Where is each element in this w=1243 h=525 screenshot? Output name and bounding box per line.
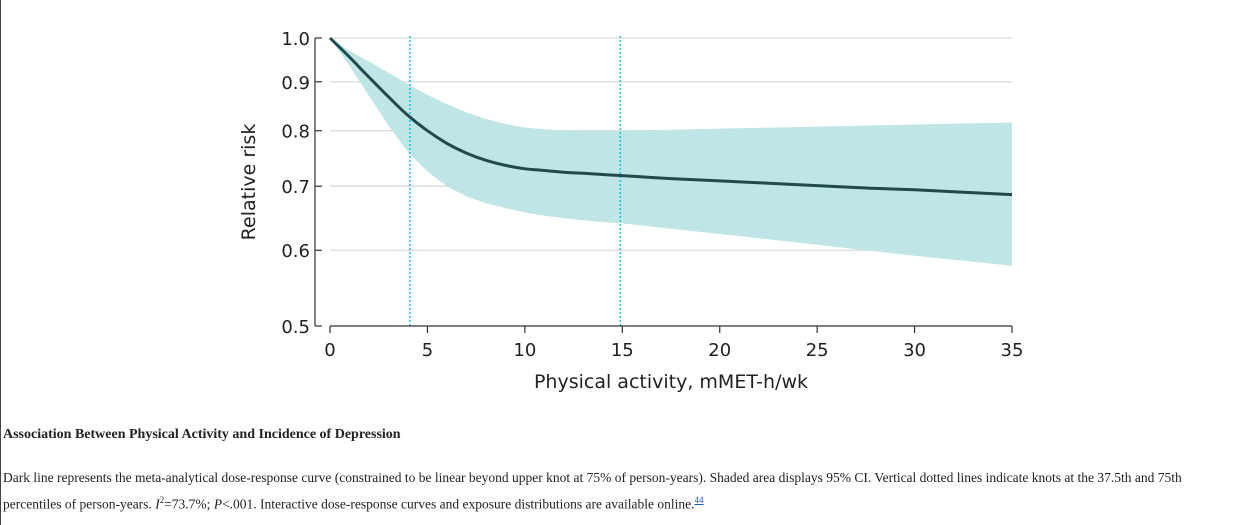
left-border <box>0 0 1 525</box>
x-tick-label-7: 35 <box>1001 340 1024 361</box>
x-tick-label-4: 20 <box>708 340 731 361</box>
knot-lines <box>409 36 622 326</box>
figure-caption-title: Association Between Physical Activity an… <box>3 427 401 442</box>
dose-response-line <box>328 36 1013 197</box>
axes <box>314 38 1012 327</box>
i2-superscript: 2 <box>159 495 165 505</box>
i2-symbol: I <box>155 496 160 512</box>
y-tick-label-1: 0.6 <box>281 241 310 262</box>
y-tick-label-4: 0.9 <box>281 73 310 94</box>
p-symbol: P <box>213 496 223 512</box>
x-tick-label-3: 15 <box>611 340 634 361</box>
y-axis-ticks: 0.5 0.6 0.7 0.8 0.9 1.0 <box>281 29 322 338</box>
x-tick-label-1: 5 <box>422 340 433 361</box>
x-axis-ticks: 0 5 10 15 20 25 30 35 <box>324 326 1023 361</box>
y-tick-label-5: 1.0 <box>281 29 310 50</box>
y-tick-label-3: 0.8 <box>281 122 310 143</box>
dose-response-chart: 0 5 10 15 20 25 30 35 0.5 0.6 0.7 0.8 0.9 1.0 Physic… <box>238 29 1023 393</box>
x-tick-label-6: 30 <box>903 340 926 361</box>
reference-link[interactable]: 44 <box>694 495 704 505</box>
y-axis-label: Relative risk <box>238 124 260 241</box>
y-tick-label-2: 0.7 <box>281 177 310 198</box>
x-axis-label: Physical activity, mMET-h/wk <box>534 371 808 393</box>
ci-band <box>330 38 1012 266</box>
i2-value: =73.7%; <box>164 496 214 512</box>
x-tick-label-2: 10 <box>513 340 536 361</box>
x-tick-label-5: 25 <box>806 340 829 361</box>
caption-text: Dark line represents the meta-analytical… <box>3 470 1182 512</box>
figure-caption-body: Dark line represents the meta-analytical… <box>3 466 1238 516</box>
p-value-text: <.001. Interactive dose-response curves … <box>222 496 695 512</box>
y-tick-label-0: 0.5 <box>281 317 310 338</box>
x-tick-label-0: 0 <box>324 340 335 361</box>
